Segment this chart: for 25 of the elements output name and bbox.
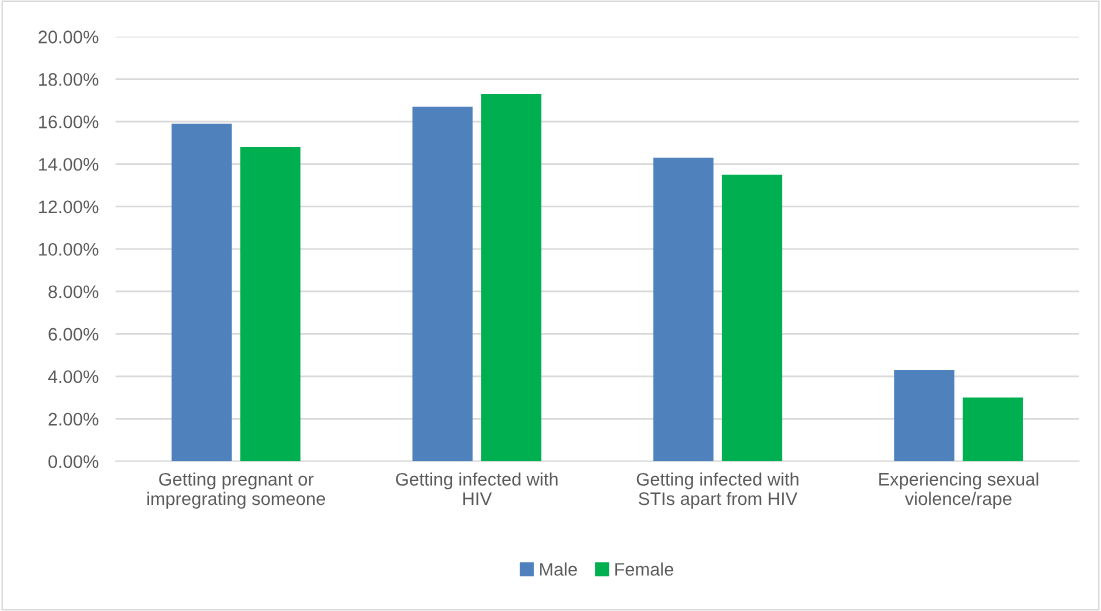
y-tick-label: 4.00% (48, 370, 99, 384)
y-tick-label: 8.00% (48, 285, 99, 299)
y-tick-label: 2.00% (48, 412, 99, 426)
legend-label: Female (615, 562, 674, 576)
x-tick-label: Getting pregnant or impregrating someone (147, 472, 326, 509)
y-tick-label: 12.00% (39, 200, 99, 214)
legend-label: Male (540, 562, 577, 576)
x-tick-label: Getting infected with STIs apart from HIV (636, 472, 799, 509)
y-tick-label: 0.00% (48, 455, 99, 469)
bar (894, 370, 955, 462)
bar (481, 93, 542, 462)
y-tick-label: 18.00% (39, 73, 99, 86)
y-tick-label: 14.00% (39, 157, 99, 171)
bar (653, 157, 714, 462)
x-tick-label: Experiencing sexual violence/rape (879, 472, 1039, 509)
x-tick-label: Getting infected with HIV (395, 472, 558, 505)
bar (412, 106, 473, 462)
bar (962, 397, 1023, 462)
bar (171, 123, 232, 462)
bar (240, 147, 301, 462)
y-tick-label: 20.00% (38, 30, 99, 44)
y-tick-label: 10.00% (39, 242, 99, 256)
bar (721, 174, 783, 462)
y-tick-label: 6.00% (48, 327, 99, 341)
y-tick-label: 16.00% (39, 115, 99, 129)
